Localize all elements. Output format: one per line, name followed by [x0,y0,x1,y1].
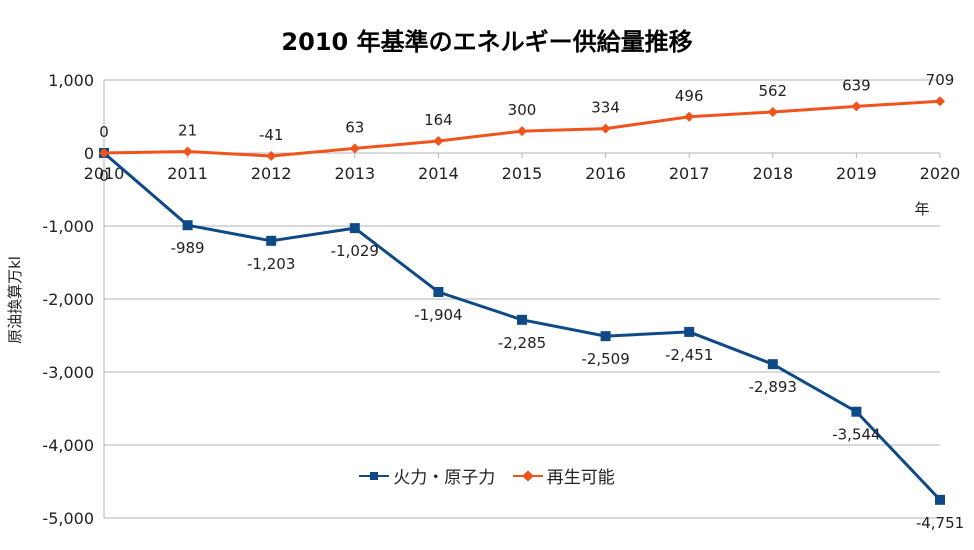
data-point-diamond [935,96,945,107]
data-label: -4,751 [916,514,964,532]
series-line-fossil-nuclear [103,151,942,501]
data-point-square [182,220,193,231]
legend-item-fossil-nuclear: 火力・原子力 [359,463,495,488]
data-point-square [767,359,778,370]
data-point-square [600,331,611,342]
data-label: 709 [926,71,955,89]
data-labels: 0 -989 -1,203 -1,029 -1,904 -2,285 -2,509 -2,45… [99,71,964,532]
data-label: 562 [758,82,787,100]
data-point-square [349,223,360,234]
data-label: 496 [675,87,704,105]
data-label: -1,904 [414,306,462,324]
x-tick-label: 2016 [585,164,626,183]
data-label: -1,029 [331,242,379,260]
data-point-diamond [684,111,695,122]
x-tick-label: 2013 [334,164,375,183]
data-label: 334 [591,99,620,117]
data-label: -2,893 [749,378,797,396]
data-label: -1,203 [247,255,295,273]
data-label: -3,544 [832,426,880,444]
data-point-square [935,494,945,505]
data-label: 164 [424,111,453,129]
data-point-diamond [851,101,862,112]
data-label: -41 [259,126,284,144]
gridlines [104,79,940,519]
y-tick-label: -1,000 [42,217,94,236]
data-point-diamond [767,106,778,117]
data-point-diamond [433,136,444,147]
legend-item-renewable: 再生可能 [512,463,615,488]
data-label: 0 [99,167,109,185]
data-label: 639 [842,76,871,94]
data-label: -989 [171,239,205,257]
data-point-square [851,406,862,417]
chart-title: 2010 年基準のエネルギー供給量推移 [281,28,693,56]
x-tick-label: 2020 [920,164,961,183]
data-label: 63 [345,118,364,136]
x-tick-label: 2015 [502,164,543,183]
y-tick-label: -5,000 [42,509,94,528]
data-point-diamond [600,123,611,134]
axes: 1,000 0 -1,000 -2,000 -3,000 -4,000 -5,000 2010… [42,71,960,528]
data-point-diamond [266,150,277,161]
data-label: -2,509 [581,350,629,368]
x-axis-title: 年 [914,200,929,218]
legend-swatch-diamond-icon [512,469,543,483]
data-point-diamond [99,148,109,158]
y-tick-label: -3,000 [42,363,94,382]
data-point-diamond [182,146,193,157]
data-point-diamond [349,143,360,154]
x-tick-label: 2019 [836,164,877,183]
x-tick-label: 2018 [752,164,793,183]
data-label: 0 [99,123,109,141]
x-tick-label: 2011 [167,164,208,183]
y-axis-title: 原油換算万kl [6,256,24,344]
data-label: 21 [178,121,197,139]
legend: 火力・原子力 再生可能 [0,463,974,488]
data-point-square [517,314,527,325]
data-label: -2,285 [498,334,546,352]
series-lines [99,96,945,505]
legend-label-fossil-nuclear: 火力・原子力 [393,468,496,488]
x-tick-label: 2014 [418,164,459,183]
data-point-diamond [517,126,527,137]
x-tick-label: 2012 [251,164,292,183]
data-point-square [266,235,277,246]
x-tick-label: 2010 [84,164,125,183]
data-label: 300 [508,101,537,119]
data-point-square [684,326,695,337]
legend-swatch-square-icon [359,469,390,483]
y-tick-label: -4,000 [42,436,94,455]
y-tick-label: -2,000 [42,290,94,309]
x-tick-label: 2017 [669,164,710,183]
legend-label-renewable: 再生可能 [546,468,615,488]
y-tick-label: 0 [84,144,94,163]
data-point-square [433,286,444,297]
y-tick-label: 1,000 [48,71,94,90]
data-label: -2,451 [665,346,713,364]
